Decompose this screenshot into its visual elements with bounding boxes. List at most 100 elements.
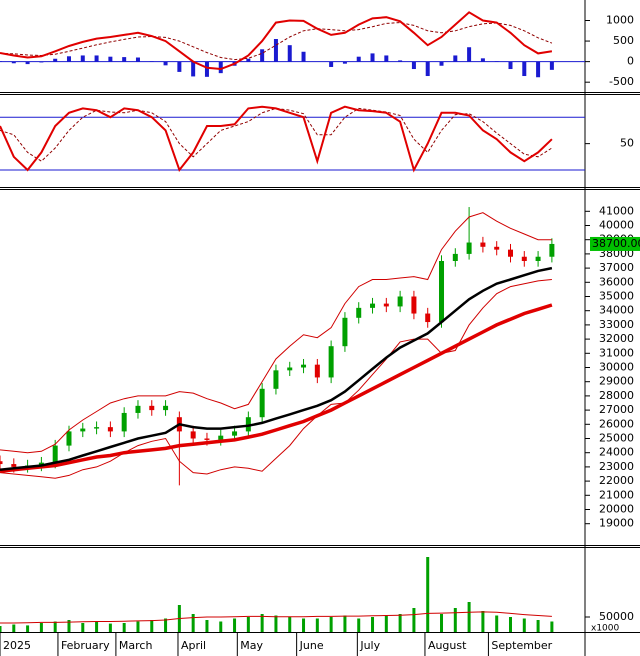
x-tick-label: March bbox=[119, 639, 153, 652]
candle-body bbox=[66, 431, 72, 446]
volume-bar bbox=[343, 615, 347, 632]
histogram-bar bbox=[260, 49, 265, 62]
candle-body bbox=[11, 464, 17, 467]
x-tick-label: July bbox=[359, 639, 380, 652]
y-tick-label: 27000 bbox=[599, 403, 634, 416]
histogram-bar bbox=[80, 55, 85, 62]
candle-body bbox=[439, 261, 445, 323]
volume-bar bbox=[53, 621, 57, 632]
candle-body bbox=[287, 367, 293, 371]
volume-bar bbox=[412, 608, 416, 632]
y-tick-label: 20000 bbox=[599, 503, 634, 516]
candle-body bbox=[452, 253, 458, 261]
y-tick-label: 36000 bbox=[599, 275, 634, 288]
histogram-bar bbox=[122, 57, 127, 62]
histogram-bar bbox=[177, 61, 182, 72]
candle-body bbox=[135, 405, 141, 413]
candle-body bbox=[480, 242, 486, 247]
volume-bar bbox=[384, 615, 388, 632]
histogram-bar bbox=[549, 61, 554, 70]
y-tick-label: 30000 bbox=[599, 361, 634, 374]
x-tick-label: August bbox=[428, 639, 467, 652]
histogram-bar bbox=[522, 61, 527, 77]
volume-bar bbox=[371, 617, 375, 632]
series-line bbox=[0, 266, 553, 471]
candle-body bbox=[38, 462, 44, 466]
histogram-bar bbox=[329, 61, 334, 67]
histogram-bar bbox=[398, 60, 403, 62]
histogram-bar bbox=[11, 61, 16, 64]
y-tick-label: 34000 bbox=[599, 304, 634, 317]
volume-bar bbox=[536, 620, 540, 632]
candle-body bbox=[370, 303, 376, 308]
candle-body bbox=[163, 405, 169, 411]
y-tick-label: 24000 bbox=[599, 446, 634, 459]
histogram-bar bbox=[135, 57, 140, 62]
volume-bar bbox=[522, 618, 526, 632]
series-line bbox=[0, 212, 552, 454]
candle-body bbox=[107, 427, 113, 432]
volume-bar bbox=[288, 617, 292, 632]
candle-body bbox=[466, 242, 472, 254]
histogram-bar bbox=[246, 58, 251, 62]
histogram-bar bbox=[273, 39, 278, 62]
histogram-bar bbox=[108, 56, 113, 62]
series-line bbox=[0, 11, 553, 71]
volume-bar bbox=[302, 618, 306, 632]
histogram-bar bbox=[411, 61, 416, 70]
histogram-bar bbox=[356, 56, 361, 62]
histogram-bar bbox=[66, 56, 71, 62]
histogram-bar bbox=[287, 45, 292, 62]
candle-body bbox=[383, 303, 389, 307]
x-tick-label: September bbox=[491, 639, 552, 652]
y-tick-label: 28000 bbox=[599, 389, 634, 402]
volume-bar bbox=[136, 621, 140, 632]
volume-bar bbox=[246, 617, 250, 632]
y-tick-label: 21000 bbox=[599, 488, 634, 501]
y-tick-label: 50000 bbox=[599, 610, 634, 623]
y-tick-label: 37000 bbox=[599, 261, 634, 274]
volume-bar bbox=[191, 614, 195, 632]
volume-bar bbox=[453, 608, 457, 632]
y-tick-label: 41000 bbox=[599, 204, 634, 217]
candle-body bbox=[0, 461, 3, 465]
volume-bar bbox=[150, 620, 154, 632]
volume-bar bbox=[26, 625, 30, 632]
candle-body bbox=[411, 296, 417, 314]
y-tick-label: 33000 bbox=[599, 318, 634, 331]
histogram-bar bbox=[94, 55, 99, 62]
histogram-bar bbox=[204, 61, 209, 77]
histogram-bar bbox=[191, 61, 196, 77]
candle-body bbox=[232, 431, 238, 436]
series-line bbox=[0, 611, 552, 624]
y-tick-label: 22000 bbox=[599, 474, 634, 487]
volume-bar bbox=[440, 614, 444, 632]
candle-body bbox=[397, 296, 403, 307]
candle-body bbox=[342, 317, 348, 347]
volume-bar bbox=[95, 621, 99, 632]
volume-bar bbox=[12, 624, 16, 632]
volume-bar bbox=[108, 623, 112, 632]
volume-bar bbox=[329, 617, 333, 632]
x-tick-label: April bbox=[181, 639, 206, 652]
y-tick-label: 40000 bbox=[599, 219, 634, 232]
candle-body bbox=[328, 346, 334, 378]
y-tick-label: 23000 bbox=[599, 460, 634, 473]
y-tick-label: 25000 bbox=[599, 432, 634, 445]
candle-body bbox=[273, 370, 279, 389]
histogram-bar bbox=[25, 61, 30, 65]
candle-body bbox=[494, 246, 500, 250]
y-tick-label: 1000 bbox=[606, 14, 634, 27]
y-tick-label: 50 bbox=[620, 137, 634, 150]
candle-body bbox=[52, 445, 58, 463]
candle-body bbox=[259, 388, 265, 418]
volume-bar bbox=[508, 617, 512, 632]
y-tick-label: 35000 bbox=[599, 290, 634, 303]
volume-bar bbox=[67, 620, 71, 632]
candle-body bbox=[301, 364, 307, 368]
unit-label: x1000 bbox=[591, 624, 620, 634]
histogram-bar bbox=[480, 58, 485, 62]
histogram-bar bbox=[425, 61, 430, 77]
series-line bbox=[0, 303, 553, 473]
